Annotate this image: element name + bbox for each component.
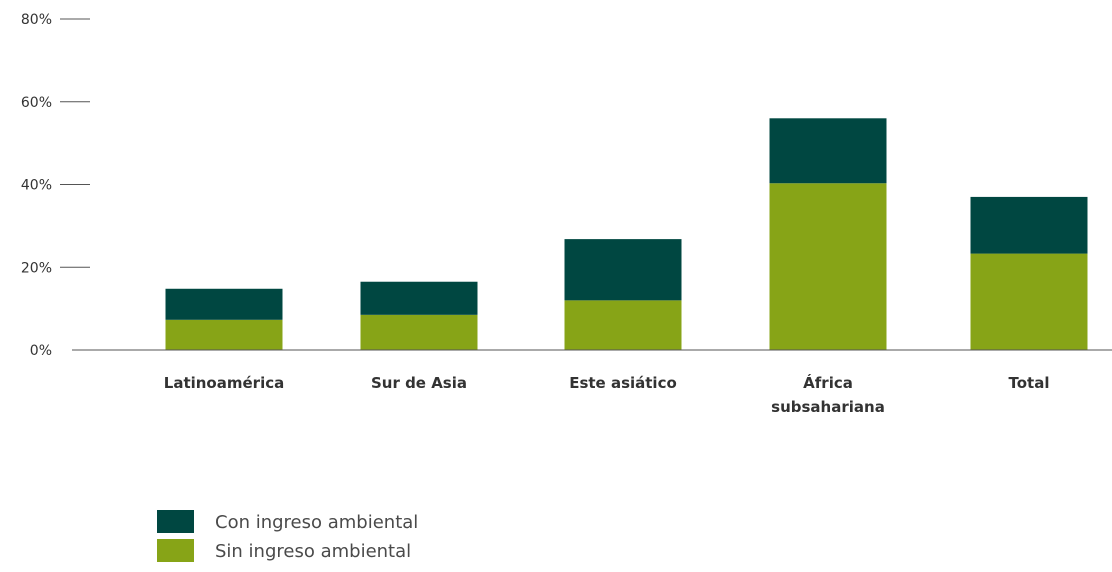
y-tick-label: 80% — [21, 12, 52, 28]
bar-segment — [970, 253, 1088, 350]
x-category-label: África — [803, 373, 853, 392]
y-tick-label: 60% — [21, 95, 52, 111]
y-tick-label: 20% — [21, 260, 52, 276]
x-category-label: Latinoamérica — [164, 374, 284, 392]
x-category-label: Sur de Asia — [371, 374, 467, 392]
bar-segment — [360, 314, 478, 350]
bar-segment — [564, 300, 682, 350]
bar-segment — [769, 183, 887, 350]
bar-segment — [360, 281, 478, 315]
x-category-label: Total — [1009, 374, 1050, 392]
legend-label: Con ingreso ambiental — [215, 512, 418, 533]
bar-segment — [564, 239, 682, 301]
bar-segment — [970, 196, 1088, 254]
legend-swatch — [157, 539, 194, 562]
legend-swatch — [157, 510, 194, 533]
legend-label: Sin ingreso ambiental — [215, 541, 411, 562]
y-tick-label: 0% — [30, 343, 52, 359]
bar-segment — [165, 288, 283, 320]
bar-segment — [769, 118, 887, 184]
x-category-label: subsahariana — [771, 398, 885, 416]
x-category-label: Este asiático — [569, 374, 677, 392]
y-tick-label: 40% — [21, 178, 52, 194]
bar-segment — [165, 319, 283, 350]
